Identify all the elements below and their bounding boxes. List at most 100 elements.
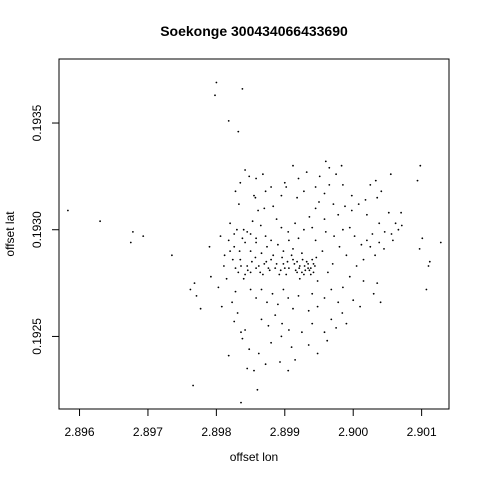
data-point [345,254,348,257]
data-point [229,250,232,253]
data-point [282,263,285,265]
data-point [264,190,267,193]
data-point [279,269,282,272]
x-tick-label: 2.901 [407,425,437,439]
data-point [303,273,305,276]
data-point [307,344,310,346]
data-point [259,271,262,274]
data-point [236,228,238,231]
data-point [321,250,324,253]
data-point [383,248,385,250]
data-point [341,312,344,314]
data-point [234,290,237,293]
data-point [236,312,239,314]
data-point [248,175,251,178]
data-point [281,256,283,259]
data-point [287,369,290,372]
data-point [292,248,294,250]
data-point [374,179,377,182]
data-point [234,267,237,269]
data-point [316,280,319,282]
data-point [421,237,424,240]
data-point [297,295,300,297]
data-point [298,267,301,269]
data-point [378,222,381,225]
data-point [280,226,283,229]
data-point [348,275,351,278]
data-point [314,186,317,188]
data-point [298,277,301,280]
data-point [290,254,293,257]
data-point [315,256,318,259]
x-tick-label: 2.896 [65,425,95,439]
data-point [297,177,300,180]
data-point [239,258,242,261]
data-point [366,213,368,216]
data-point [266,245,268,248]
data-point [326,339,329,342]
data-point [328,184,331,186]
data-point [241,337,244,340]
data-point [331,263,334,265]
data-point [362,280,365,282]
data-point [316,305,319,308]
data-point [303,265,306,267]
data-point [350,209,353,212]
data-point [286,260,289,263]
data-point [255,177,257,180]
data-point [314,207,317,210]
data-point [242,228,245,231]
data-point [316,352,319,355]
chart-title: Soekonge 300434066433690 [160,23,348,39]
data-point [372,292,375,295]
data-point [270,258,272,261]
data-point [249,288,252,291]
data-point [344,205,346,208]
data-point [312,263,315,265]
x-tick-label: 2.899 [270,425,300,439]
data-point [418,248,421,250]
data-point [251,220,254,223]
data-point [275,263,278,265]
data-point [195,295,198,297]
data-point [285,273,288,276]
data-point [294,359,296,361]
y-tick-label: 0.1925 [30,318,44,355]
data-point [193,282,196,284]
data-point [223,254,226,257]
data-point [333,235,335,238]
data-point [378,241,381,244]
data-point [238,250,241,253]
data-point [189,288,192,291]
data-point [307,309,310,312]
data-point [199,307,202,310]
data-point [383,231,386,233]
data-point [290,346,293,348]
data-point [294,222,296,225]
data-point [308,269,311,272]
data-point [260,318,263,321]
data-point [338,245,341,248]
data-point [312,271,315,274]
data-point [400,224,403,227]
data-point [265,260,268,263]
data-point [227,354,230,357]
data-point [366,239,368,242]
data-point [345,322,348,325]
data-point [374,254,376,257]
data-point [266,301,268,304]
data-point [256,388,259,391]
data-point [353,235,356,238]
data-point [278,273,281,276]
data-point [267,324,270,327]
data-point [272,254,275,257]
data-point [296,260,298,263]
data-point [364,199,367,201]
data-point [270,341,272,344]
data-point [311,258,314,261]
data-point [287,231,290,233]
data-point [330,288,333,291]
data-point [359,305,361,308]
data-point [296,271,298,274]
data-point [255,297,257,299]
